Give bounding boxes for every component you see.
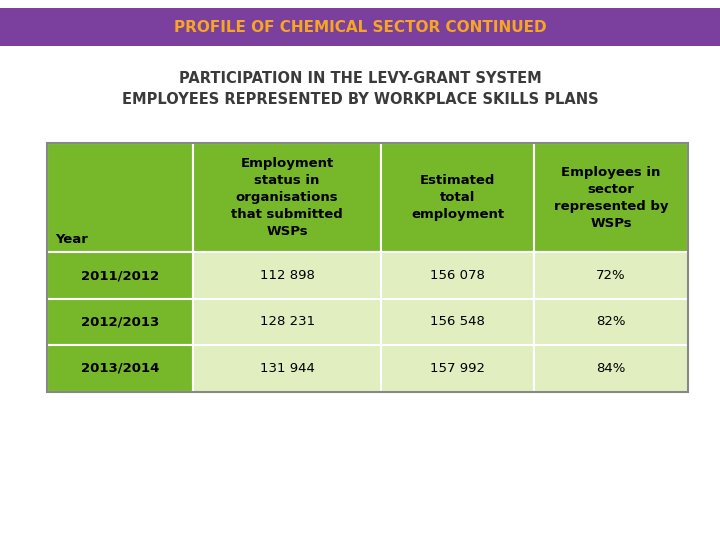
Text: 2012/2013: 2012/2013 — [81, 315, 159, 328]
Text: 84%: 84% — [596, 362, 626, 375]
Text: 156 548: 156 548 — [431, 315, 485, 328]
Text: 128 231: 128 231 — [259, 315, 315, 328]
Text: Employees in
sector
represented by
WSPs: Employees in sector represented by WSPs — [554, 166, 668, 230]
Text: Year: Year — [55, 233, 89, 246]
Text: PARTICIPATION IN THE LEVY-GRANT SYSTEM: PARTICIPATION IN THE LEVY-GRANT SYSTEM — [179, 71, 541, 86]
Text: 131 944: 131 944 — [260, 362, 315, 375]
Text: 82%: 82% — [596, 315, 626, 328]
Text: Employment
status in
organisations
that submitted
WSPs: Employment status in organisations that … — [231, 157, 343, 238]
Text: EMPLOYEES REPRESENTED BY WORKPLACE SKILLS PLANS: EMPLOYEES REPRESENTED BY WORKPLACE SKILL… — [122, 92, 598, 107]
Text: 2013/2014: 2013/2014 — [81, 362, 159, 375]
Text: 156 078: 156 078 — [431, 269, 485, 282]
Text: Estimated
total
employment: Estimated total employment — [411, 174, 504, 221]
Text: 157 992: 157 992 — [431, 362, 485, 375]
Text: PROFILE OF CHEMICAL SECTOR CONTINUED: PROFILE OF CHEMICAL SECTOR CONTINUED — [174, 19, 546, 35]
Text: 112 898: 112 898 — [260, 269, 315, 282]
Text: 72%: 72% — [596, 269, 626, 282]
Text: 2011/2012: 2011/2012 — [81, 269, 159, 282]
